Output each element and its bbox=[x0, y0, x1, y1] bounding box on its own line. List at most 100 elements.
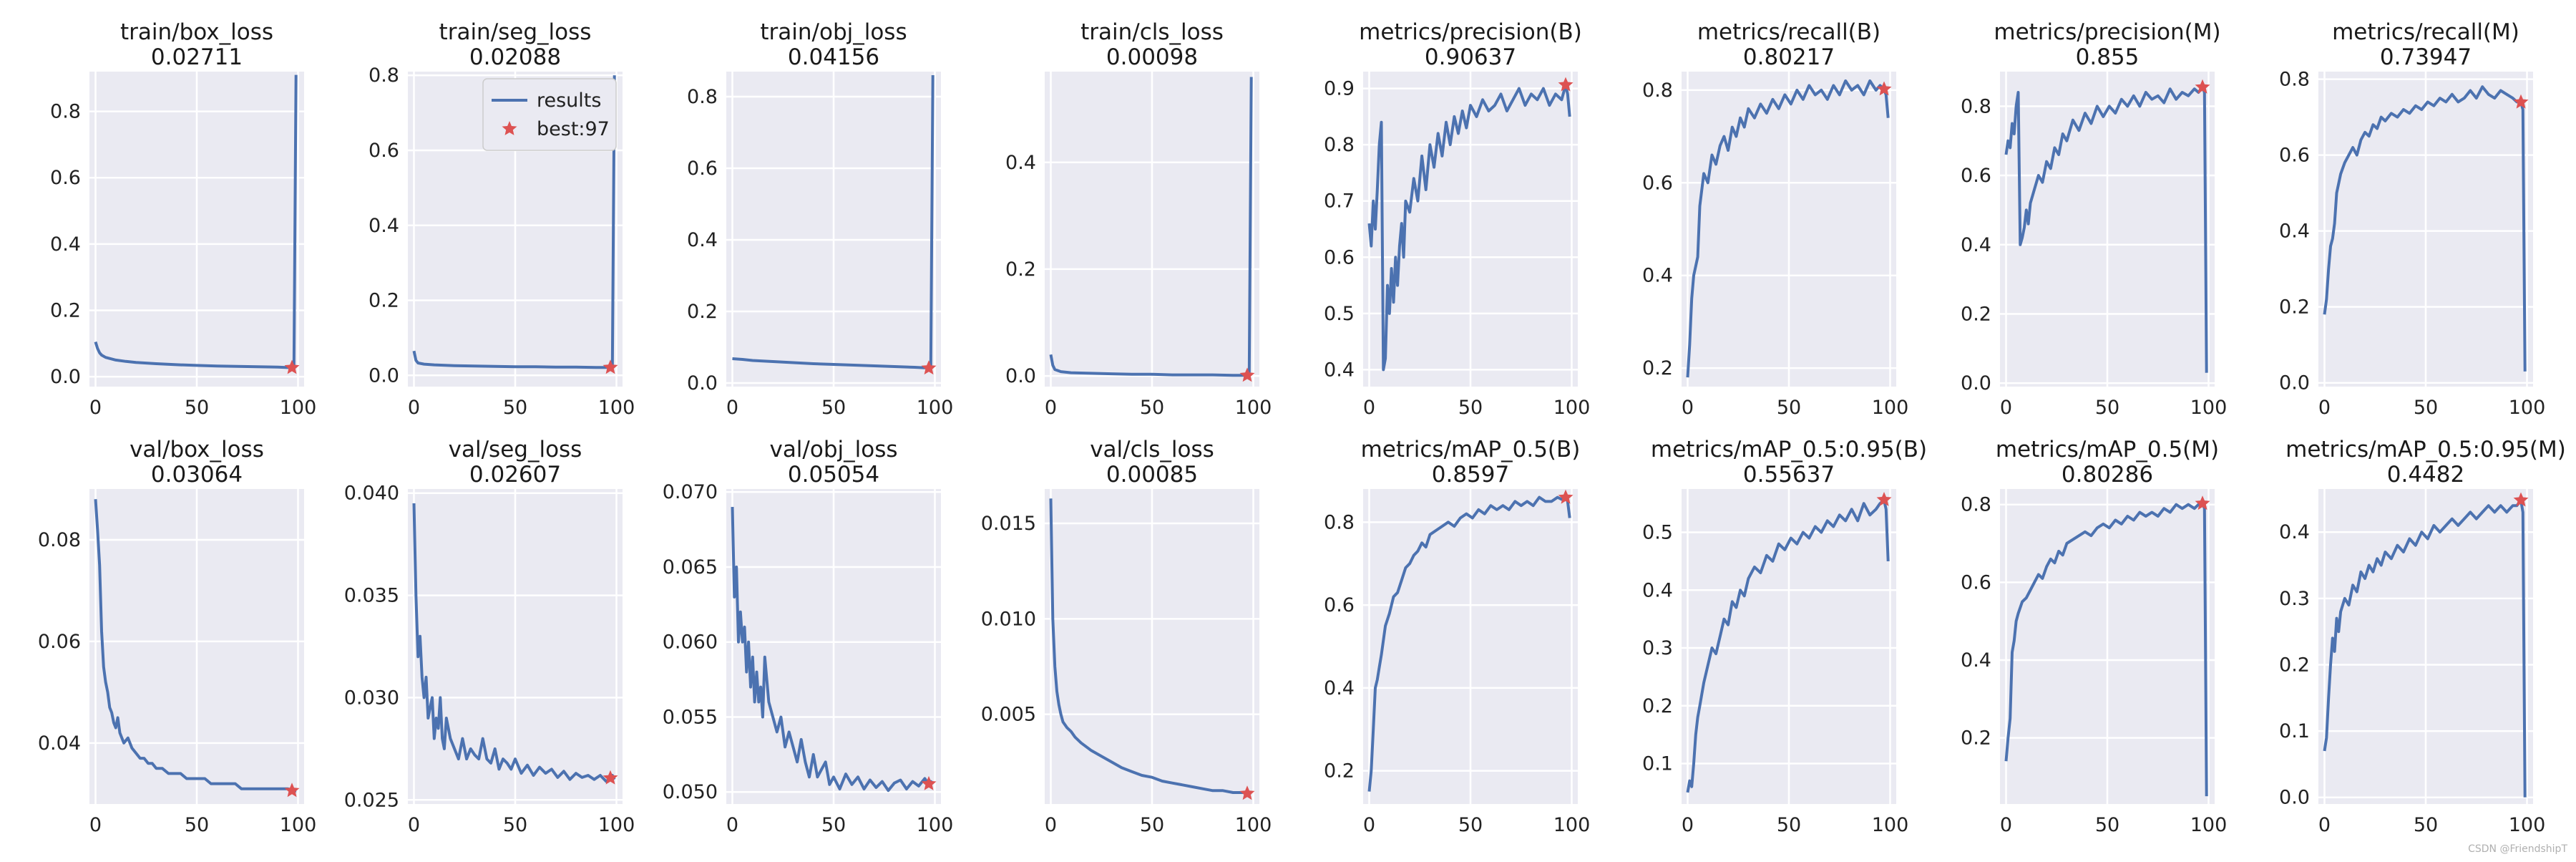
best-marker bbox=[1876, 492, 1892, 506]
y-tick-label: 0.0 bbox=[2279, 787, 2310, 809]
results-line bbox=[2004, 85, 2208, 373]
x-tick-label: 0 bbox=[726, 397, 738, 419]
y-tick-label: 0.065 bbox=[663, 556, 718, 578]
panel-title: train/obj_loss bbox=[760, 19, 907, 45]
x-tick-label: 0 bbox=[89, 814, 102, 836]
y-tick-label: 0.1 bbox=[2279, 720, 2310, 742]
legend: results best:97 bbox=[482, 78, 617, 151]
y-tick-label: 0.8 bbox=[1324, 511, 1355, 533]
y-tick-label: 0.070 bbox=[663, 481, 718, 503]
y-tick-label: 0.5 bbox=[1642, 522, 1673, 544]
best-marker bbox=[921, 775, 937, 790]
y-tick-label: 0.08 bbox=[38, 529, 81, 551]
y-tick-label: 0.4 bbox=[369, 215, 399, 237]
x-tick-label: 100 bbox=[1235, 814, 1272, 836]
y-tick-label: 0.9 bbox=[1324, 78, 1355, 100]
results-line bbox=[94, 499, 297, 793]
panel-subtitle: 0.8597 bbox=[1432, 462, 1509, 488]
x-tick-label: 50 bbox=[185, 814, 209, 836]
x-tick-label: 0 bbox=[89, 397, 102, 419]
y-tick-label: 0.0 bbox=[50, 366, 81, 388]
x-tick-label: 0 bbox=[726, 814, 738, 836]
best-marker bbox=[2513, 94, 2529, 109]
panel-title: val/obj_loss bbox=[769, 437, 897, 463]
x-tick-label: 100 bbox=[598, 397, 635, 419]
best-marker bbox=[921, 360, 937, 375]
y-tick-label: 0.8 bbox=[369, 64, 399, 87]
results-line bbox=[412, 75, 616, 369]
y-tick-label: 0.2 bbox=[1961, 727, 1991, 750]
x-tick-label: 100 bbox=[1872, 814, 1909, 836]
x-tick-label: 50 bbox=[185, 397, 209, 419]
x-tick-label: 100 bbox=[1553, 397, 1591, 419]
x-tick-label: 100 bbox=[598, 814, 635, 836]
x-tick-label: 50 bbox=[2414, 397, 2438, 419]
x-tick-label: 0 bbox=[1682, 397, 1694, 419]
best-marker bbox=[602, 770, 618, 785]
x-tick-label: 50 bbox=[1140, 814, 1164, 836]
panel-subtitle: 0.05054 bbox=[788, 462, 879, 488]
y-tick-label: 0.055 bbox=[663, 706, 718, 728]
y-tick-label: 0.4 bbox=[1324, 359, 1355, 381]
y-tick-label: 0.06 bbox=[38, 631, 81, 653]
y-tick-label: 0.4 bbox=[1961, 234, 1991, 256]
x-tick-label: 0 bbox=[1363, 814, 1375, 836]
y-tick-label: 0.4 bbox=[1005, 152, 1036, 174]
x-tick-label: 100 bbox=[2509, 814, 2546, 836]
y-tick-label: 0.4 bbox=[1642, 265, 1673, 287]
y-tick-label: 0.6 bbox=[1324, 246, 1355, 268]
panel-title: metrics/precision(B) bbox=[1359, 19, 1582, 45]
x-tick-label: 100 bbox=[280, 397, 317, 419]
results-line bbox=[1686, 498, 1890, 793]
x-tick-label: 100 bbox=[2190, 397, 2228, 419]
panel-val-obj-loss: 0 50 100 0.050 0.055 0.060 0.065 0.070 val/obj_l… bbox=[663, 437, 954, 836]
x-tick-label: 50 bbox=[2095, 397, 2119, 419]
x-tick-label: 50 bbox=[821, 397, 846, 419]
y-tick-label: 0.2 bbox=[1642, 695, 1673, 717]
legend-label-results: results bbox=[537, 89, 601, 112]
y-tick-label: 0.2 bbox=[1324, 760, 1355, 783]
best-marker bbox=[602, 359, 618, 374]
x-tick-label: 50 bbox=[503, 814, 527, 836]
panel-title: metrics/recall(B) bbox=[1697, 19, 1880, 45]
results-line bbox=[1367, 495, 1571, 792]
y-tick-label: 0.2 bbox=[50, 299, 81, 321]
y-tick-label: 0.5 bbox=[1324, 303, 1355, 325]
y-tick-label: 0.8 bbox=[1324, 134, 1355, 156]
panel-val-seg-loss: 0 50 100 0.025 0.030 0.035 0.040 val/seg_loss0.… bbox=[344, 437, 635, 836]
x-tick-label: 0 bbox=[1363, 397, 1375, 419]
panel-metrics-recall-m: 0 50 100 0.0 0.2 0.4 0.6 0.8 metrics/recall(M)0.… bbox=[2279, 19, 2545, 419]
panel-title: metrics/mAP_0.5(M) bbox=[1996, 437, 2219, 463]
y-tick-label: 0.4 bbox=[50, 233, 81, 256]
panel-subtitle: 0.02607 bbox=[469, 462, 561, 488]
x-tick-label: 50 bbox=[1777, 814, 1801, 836]
legend-star-swatch bbox=[502, 121, 517, 135]
y-tick-label: 0.3 bbox=[2279, 588, 2310, 610]
y-tick-label: 0.4 bbox=[2279, 221, 2310, 243]
panel-train-obj-loss: 0 50 100 0.0 0.2 0.4 0.6 0.8 train/obj_loss0.041… bbox=[687, 19, 953, 419]
legend-label-best: best:97 bbox=[537, 118, 610, 140]
panel-title: val/seg_loss bbox=[449, 437, 582, 463]
y-tick-label: 0.6 bbox=[1961, 571, 1991, 594]
best-marker bbox=[1239, 785, 1255, 800]
y-tick-label: 0.6 bbox=[369, 140, 399, 162]
y-tick-label: 0.2 bbox=[1642, 357, 1673, 379]
panel-title: val/cls_loss bbox=[1090, 437, 1214, 463]
best-marker bbox=[284, 359, 300, 374]
panel-subtitle: 0.4482 bbox=[2387, 462, 2464, 488]
y-tick-label: 0.025 bbox=[344, 789, 399, 811]
results-line bbox=[2323, 498, 2527, 798]
x-tick-label: 0 bbox=[2318, 397, 2331, 419]
panel-title: metrics/mAP_0.5:0.95(B) bbox=[1651, 437, 1927, 463]
best-marker bbox=[1558, 489, 1574, 504]
y-tick-label: 0.6 bbox=[1642, 172, 1673, 194]
panel-subtitle: 0.855 bbox=[2076, 44, 2140, 70]
y-tick-label: 0.4 bbox=[1961, 649, 1991, 672]
panel-title: metrics/precision(M) bbox=[1994, 19, 2220, 45]
y-tick-label: 0.035 bbox=[344, 585, 399, 607]
panel-title: train/cls_loss bbox=[1080, 19, 1224, 45]
y-tick-label: 0.4 bbox=[2279, 521, 2310, 543]
x-tick-label: 50 bbox=[1140, 397, 1164, 419]
